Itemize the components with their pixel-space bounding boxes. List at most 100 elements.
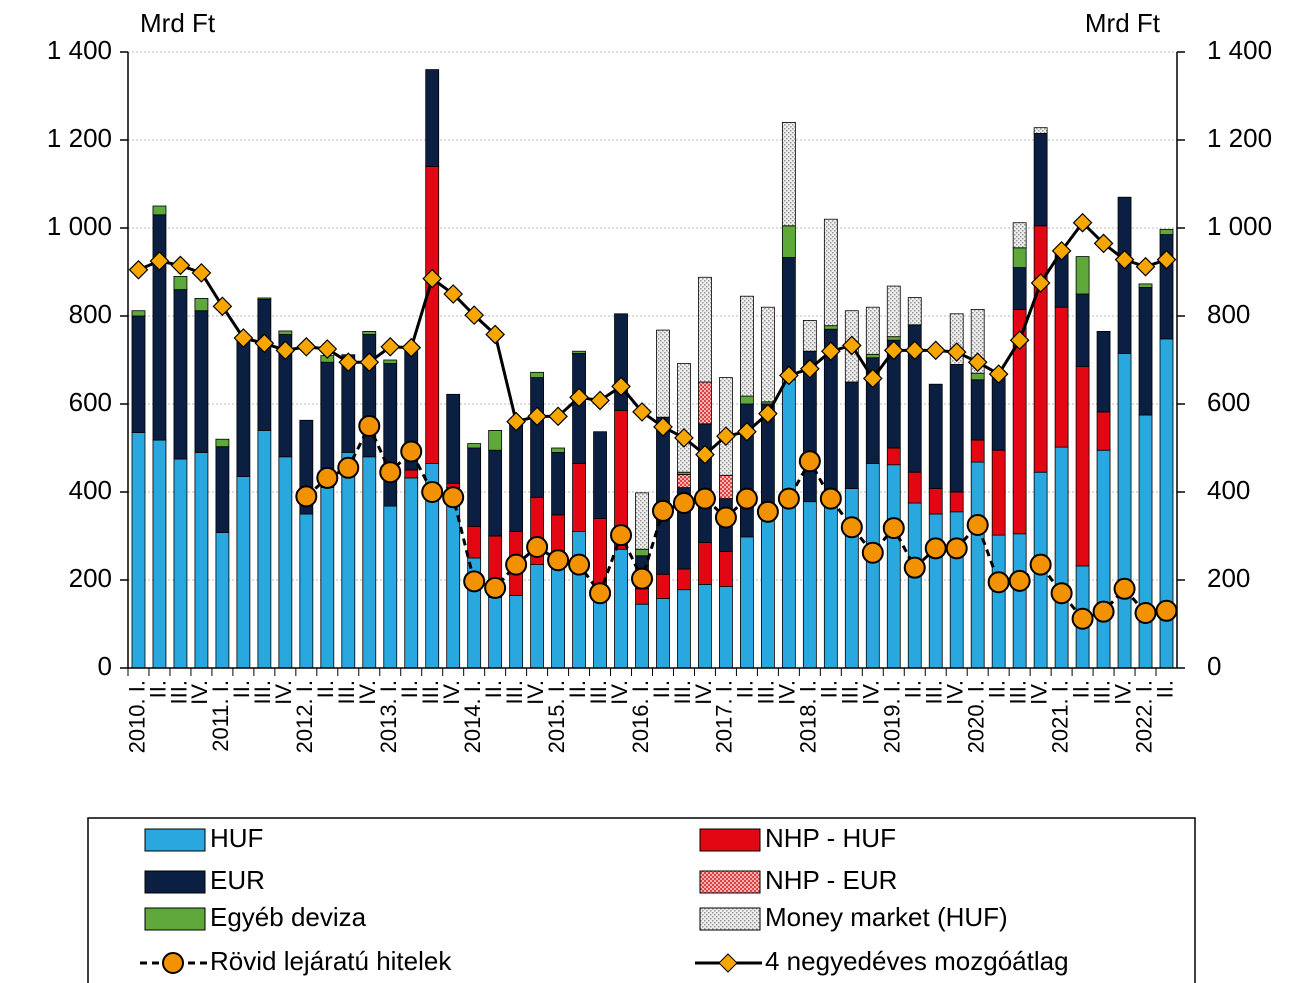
bar-segment [991,449,1006,536]
x-tick-label: IV. [187,680,212,705]
x-tick-label: II. [817,680,842,698]
marker [611,376,631,397]
bar-segment [194,297,209,312]
x-tick-label: 2018. I. [796,680,821,753]
x-tick-label: III. [418,680,443,704]
bar-segment [551,555,565,669]
y2-axis-label: Mrd Ft [1085,8,1161,38]
x-tick-label: II. [733,680,758,698]
legend-label: 4 negyedéves mozgóátlag [765,946,1069,976]
bar-segment [467,525,482,559]
bar-segment [740,295,754,397]
marker [967,352,988,373]
bar-segment [194,451,209,669]
marker [464,305,485,325]
bar-segment [1096,411,1111,451]
bar-segment [886,447,901,466]
bar-segment [425,69,440,167]
bar-segment [131,315,146,433]
bar-segment [656,573,670,599]
marker [485,324,505,345]
x-tick-label: III. [250,680,275,704]
marker [924,537,947,560]
bar-segment [278,330,293,335]
bar-segment [152,205,167,216]
bar-segment [844,488,859,669]
bar-segment [907,502,922,669]
bar-segment [760,306,775,403]
bar-segment [1075,256,1090,295]
bar-segment [1033,127,1048,134]
bar-segment [677,568,691,591]
bar-segment [257,298,272,431]
marker [1071,607,1094,630]
bar-segment [488,429,503,451]
marker [737,421,757,442]
bar-segment [383,359,398,364]
x-tick-label: IV. [859,680,884,705]
x-tick-label: III. [502,680,527,704]
bar-segment [215,438,230,448]
marker [317,339,338,359]
marker [800,358,820,379]
bar-segment [781,257,796,381]
bar-segment [698,381,712,425]
marker [568,553,591,576]
legend-label: NHP - HUF [765,823,896,853]
marker [443,284,464,304]
x-tick-label: II. [901,680,926,698]
bar-segment [1138,414,1153,669]
bar-segment [677,589,691,669]
bar-segment [362,330,377,335]
x-tick-label: 2012. I. [292,680,317,753]
marker [296,336,317,357]
marker [756,500,779,523]
bar-segment [1117,352,1132,669]
marker [1134,602,1157,624]
bar-segment [467,447,482,527]
x-tick-label: III. [1089,680,1114,704]
marker [610,524,633,547]
x-tick-label: IV. [775,680,800,705]
legend-swatch [699,907,761,931]
y2-tick-label: 600 [1207,387,1250,417]
bar-segment [740,395,754,405]
marker [883,340,904,361]
legend-swatch [144,870,206,894]
bar-segment [949,491,964,513]
bar-segment [1075,293,1090,367]
bar-segment [698,423,712,543]
x-tick-label: IV. [1110,680,1135,705]
bar-segment [886,336,901,341]
marker [631,567,654,590]
marker [569,387,589,408]
marker [191,263,212,283]
bar-segment [551,447,565,453]
marker [506,411,526,432]
bar-segment [383,363,398,507]
marker [401,337,422,358]
bar-segment [1012,267,1027,310]
x-tick-label: 2016. I. [628,680,653,753]
x-tick-label: 2015. I. [544,680,569,753]
bar-segment [173,275,188,290]
bar-segment [530,564,545,669]
bar-segment [719,474,733,499]
x-tick-label: III. [334,680,359,704]
marker [758,403,778,424]
y-tick-label: 600 [69,387,112,417]
marker [421,481,444,503]
bar-segment [928,513,943,669]
x-tick-label: II. [1152,680,1177,698]
marker [1113,577,1136,600]
bar-segment [635,603,649,669]
bar-segment [907,297,922,326]
bar-segment [593,431,607,519]
bar-segment [1033,225,1048,473]
legend-marker [162,952,184,974]
legend-swatch [144,907,206,931]
x-tick-label: 2013. I. [376,680,401,753]
marker [1051,241,1072,261]
bar-segment [781,379,796,669]
x-tick-label: II. [229,680,254,698]
